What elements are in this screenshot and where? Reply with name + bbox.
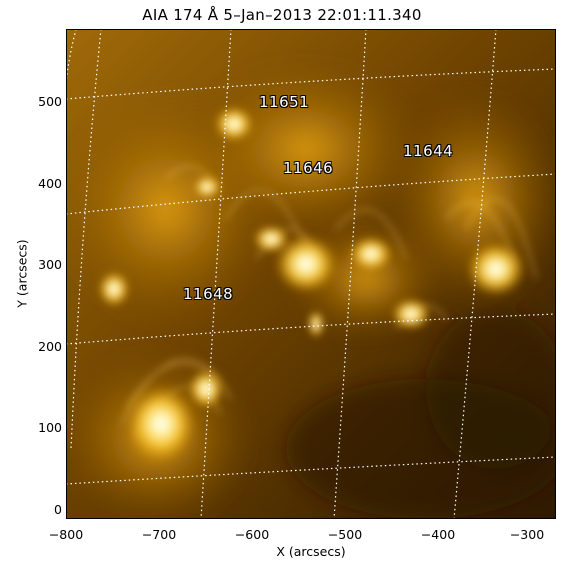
active-region-cores (98, 106, 526, 464)
y-tick-label: 300 (38, 257, 62, 272)
y-tick-label: 500 (38, 94, 62, 109)
solar-image (66, 29, 556, 519)
y-tick-label: 400 (38, 176, 62, 191)
region-label-11646: 11646 (283, 159, 334, 177)
region-label-11651: 11651 (259, 93, 310, 111)
x-tick-label: −800 (48, 527, 84, 542)
x-tick-label: −600 (234, 527, 270, 542)
x-tick-label: −500 (327, 527, 363, 542)
y-tick-label: 200 (38, 339, 62, 354)
x-tick-label: −700 (141, 527, 177, 542)
y-axis-label: Y (arcsecs) (14, 239, 30, 308)
x-tick-label: −300 (509, 527, 545, 542)
x-axis-label: X (arcsecs) (276, 544, 346, 559)
y-tick-label: 0 (54, 502, 62, 517)
x-tick-label: −400 (420, 527, 456, 542)
image-title: AIA 174 Å 5–Jan–2013 22:01:11.340 (142, 6, 422, 24)
heliographic-grid (66, 29, 556, 519)
y-tick-label: 100 (38, 420, 62, 435)
region-label-11648: 11648 (183, 285, 234, 303)
region-label-11644: 11644 (403, 142, 454, 160)
